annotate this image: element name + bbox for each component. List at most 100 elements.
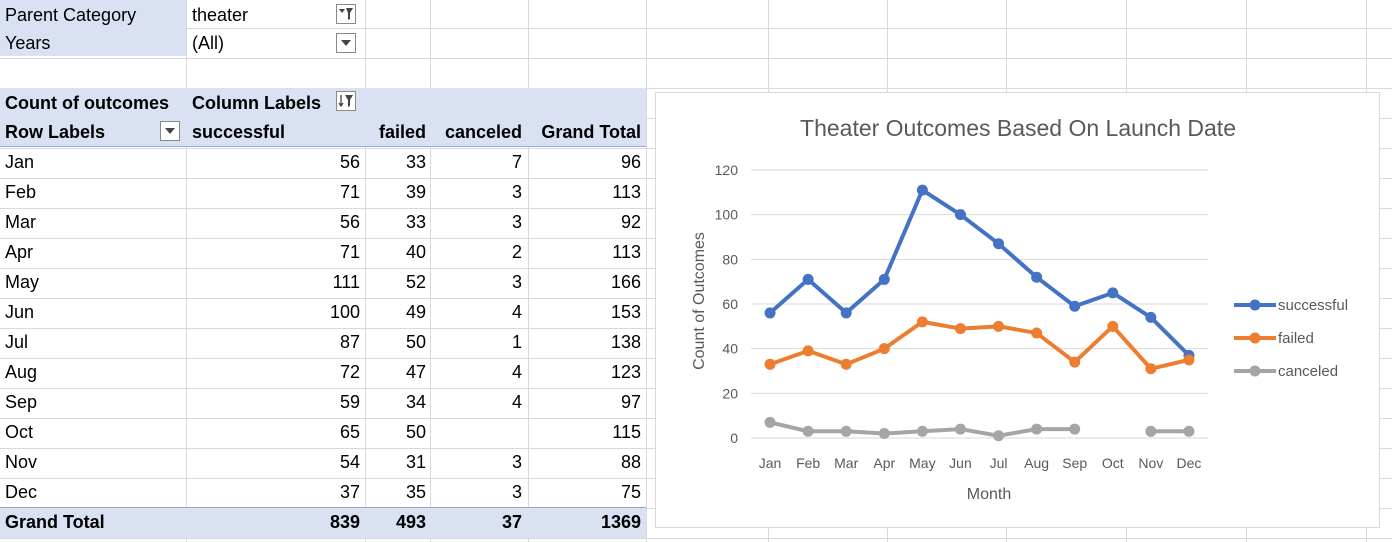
point-failed-sep [1069, 356, 1081, 368]
row-label-may: May [5, 272, 40, 292]
cell-dec-canceled: 3 [511, 482, 522, 502]
row-label-aug: Aug [5, 362, 38, 382]
cell-jul-grand-total: 138 [610, 332, 641, 352]
point-failed-jul [993, 320, 1005, 332]
grand-total-failed: 493 [395, 512, 426, 532]
cell-nov-successful: 54 [339, 452, 360, 472]
cell-sep-successful: 59 [339, 392, 360, 412]
cell-dec-grand-total: 75 [620, 482, 641, 502]
y-tick-label: 100 [715, 207, 739, 223]
point-successful-apr [878, 273, 890, 285]
cell-sep-failed: 34 [405, 392, 426, 412]
point-failed-may [916, 316, 928, 328]
filter-value-parent-category: theater [192, 5, 249, 25]
y-tick-label: 40 [722, 341, 738, 357]
row-label-nov: Nov [5, 452, 38, 472]
legend-label-failed: failed [1278, 330, 1314, 347]
point-successful-feb [802, 273, 814, 285]
legend-marker-canceled [1249, 365, 1261, 377]
cell-jun-successful: 100 [329, 302, 360, 322]
filter-label-years: Years [5, 33, 51, 53]
point-canceled-may [916, 425, 928, 437]
cell-jun-failed: 49 [405, 302, 426, 322]
cell-oct-grand-total: 115 [612, 422, 641, 442]
column-labels-header: Column Labels [192, 93, 322, 113]
cell-jul-canceled: 1 [511, 332, 522, 352]
pivot-header-band [0, 88, 646, 146]
point-canceled-mar [840, 425, 852, 437]
row-labels-filter-button[interactable] [160, 121, 180, 141]
row-label-jun: Jun [5, 302, 35, 322]
cell-oct-successful: 65 [339, 422, 360, 442]
x-tick-label: Nov [1138, 455, 1163, 471]
x-tick-label: Feb [796, 455, 820, 471]
point-canceled-jun [954, 423, 966, 435]
y-tick-label: 120 [715, 162, 739, 178]
row-labels-header: Row Labels [5, 122, 106, 142]
y-axis-label: Count of Outcomes [691, 232, 708, 370]
point-successful-jul [993, 238, 1005, 250]
cell-mar-successful: 56 [339, 212, 360, 232]
x-tick-label: Apr [873, 455, 895, 471]
column-labels-filter-button[interactable] [336, 91, 356, 111]
point-successful-sep [1069, 300, 1081, 312]
point-successful-nov [1145, 311, 1157, 323]
point-canceled-jan [764, 416, 776, 428]
grand-total-canceled: 37 [501, 512, 522, 532]
cell-apr-grand-total: 113 [612, 242, 641, 262]
years-filter-button[interactable] [336, 33, 356, 53]
legend-label-successful: successful [1278, 297, 1348, 314]
cell-jan-canceled: 7 [511, 152, 522, 172]
header-failed: failed [378, 122, 426, 142]
cell-may-grand-total: 166 [610, 272, 641, 292]
cell-aug-canceled: 4 [511, 362, 522, 382]
grand-total-label: Grand Total [5, 512, 105, 532]
sort-filter-icon [338, 95, 353, 108]
point-successful-may [916, 184, 928, 196]
x-tick-label: Jun [949, 455, 972, 471]
cell-dec-successful: 37 [339, 482, 360, 502]
chart-title: Theater Outcomes Based On Launch Date [800, 115, 1236, 141]
filter-applied-icon [339, 8, 353, 20]
cell-may-successful: 111 [332, 272, 360, 292]
row-label-jan: Jan [5, 152, 35, 172]
point-failed-jan [764, 358, 776, 370]
filter-value-years: (All) [192, 33, 224, 53]
point-successful-jun [954, 209, 966, 221]
cell-apr-successful: 71 [339, 242, 360, 262]
parent-category-filter-button[interactable] [336, 4, 356, 24]
row-label-sep: Sep [5, 392, 38, 412]
x-tick-label: Oct [1102, 455, 1124, 471]
x-tick-label: Sep [1062, 455, 1087, 471]
cell-jan-successful: 56 [339, 152, 360, 172]
grand-total-grand-total: 1369 [600, 512, 641, 532]
grand-total-successful: 839 [329, 512, 360, 532]
point-successful-jan [764, 307, 776, 319]
point-successful-mar [840, 307, 852, 319]
point-failed-jun [954, 323, 966, 335]
cell-aug-grand-total: 123 [610, 362, 641, 382]
row-label-feb: Feb [5, 182, 37, 202]
header-grand-total: Grand Total [541, 122, 641, 142]
series-line-failed [769, 319, 1190, 371]
line-chart[interactable]: Theater Outcomes Based On Launch Date Mo… [655, 92, 1380, 528]
legend-marker-failed [1249, 332, 1261, 344]
point-canceled-sep [1069, 423, 1081, 435]
count-of-outcomes-label: Count of outcomes [5, 93, 169, 113]
filter-label-parent-category: Parent Category [5, 5, 137, 25]
x-tick-label: Jul [990, 455, 1008, 471]
x-tick-label: Dec [1177, 455, 1202, 471]
x-tick-label: Jan [759, 455, 782, 471]
cell-apr-canceled: 2 [511, 242, 522, 262]
point-canceled-apr [878, 428, 890, 440]
cell-mar-grand-total: 92 [620, 212, 641, 232]
y-tick-label: 80 [722, 251, 738, 267]
point-failed-feb [802, 345, 814, 357]
x-axis-label: Month [967, 486, 1011, 503]
point-successful-aug [1031, 271, 1043, 283]
x-tick-label: Mar [834, 455, 858, 471]
dropdown-icon [165, 128, 175, 134]
point-failed-dec [1183, 354, 1195, 366]
row-label-apr: Apr [5, 242, 34, 262]
cell-dec-failed: 35 [405, 482, 426, 502]
